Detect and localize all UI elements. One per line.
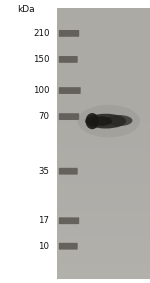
Bar <box>57 231 150 238</box>
Bar <box>57 218 150 225</box>
Ellipse shape <box>85 113 99 129</box>
Ellipse shape <box>78 105 140 137</box>
Bar <box>57 252 150 258</box>
Bar <box>57 103 150 110</box>
Bar <box>57 89 150 96</box>
Bar <box>57 225 150 231</box>
Bar <box>57 69 150 76</box>
Bar <box>57 8 150 279</box>
Bar <box>57 157 150 164</box>
Bar <box>57 171 150 177</box>
Bar <box>57 36 150 42</box>
Bar <box>57 130 150 137</box>
Bar <box>57 258 150 265</box>
FancyBboxPatch shape <box>59 87 81 94</box>
Bar <box>57 63 150 69</box>
Bar <box>57 238 150 245</box>
Text: kDa: kDa <box>17 5 34 14</box>
FancyBboxPatch shape <box>59 56 78 63</box>
Bar <box>57 42 150 49</box>
FancyBboxPatch shape <box>59 168 78 175</box>
Bar <box>57 56 150 63</box>
Bar <box>57 137 150 144</box>
Bar <box>57 144 150 150</box>
Text: 100: 100 <box>33 86 50 95</box>
Bar <box>57 15 150 22</box>
Bar <box>57 123 150 130</box>
Bar <box>57 198 150 204</box>
Text: 210: 210 <box>33 29 50 38</box>
Text: 150: 150 <box>33 55 50 64</box>
Bar <box>57 272 150 279</box>
Ellipse shape <box>106 115 132 126</box>
Bar <box>57 22 150 29</box>
Bar <box>57 184 150 191</box>
FancyBboxPatch shape <box>59 243 78 250</box>
Ellipse shape <box>90 116 112 126</box>
Bar <box>57 245 150 252</box>
Bar <box>57 96 150 103</box>
Bar <box>57 76 150 83</box>
Bar <box>57 177 150 184</box>
Bar <box>57 164 150 171</box>
Text: 10: 10 <box>39 242 50 251</box>
Bar <box>57 29 150 36</box>
Bar <box>57 117 150 123</box>
Bar <box>57 204 150 211</box>
Text: 35: 35 <box>39 167 50 176</box>
Bar <box>57 265 150 272</box>
Bar <box>57 191 150 198</box>
Bar <box>57 211 150 218</box>
Bar <box>57 49 150 56</box>
Bar <box>57 8 150 15</box>
Bar <box>57 150 150 157</box>
FancyBboxPatch shape <box>59 113 79 120</box>
Ellipse shape <box>85 114 126 128</box>
FancyBboxPatch shape <box>59 217 79 224</box>
Bar <box>57 83 150 89</box>
Bar <box>57 110 150 117</box>
FancyBboxPatch shape <box>59 30 79 37</box>
Text: 70: 70 <box>39 112 50 121</box>
Text: 17: 17 <box>39 216 50 225</box>
